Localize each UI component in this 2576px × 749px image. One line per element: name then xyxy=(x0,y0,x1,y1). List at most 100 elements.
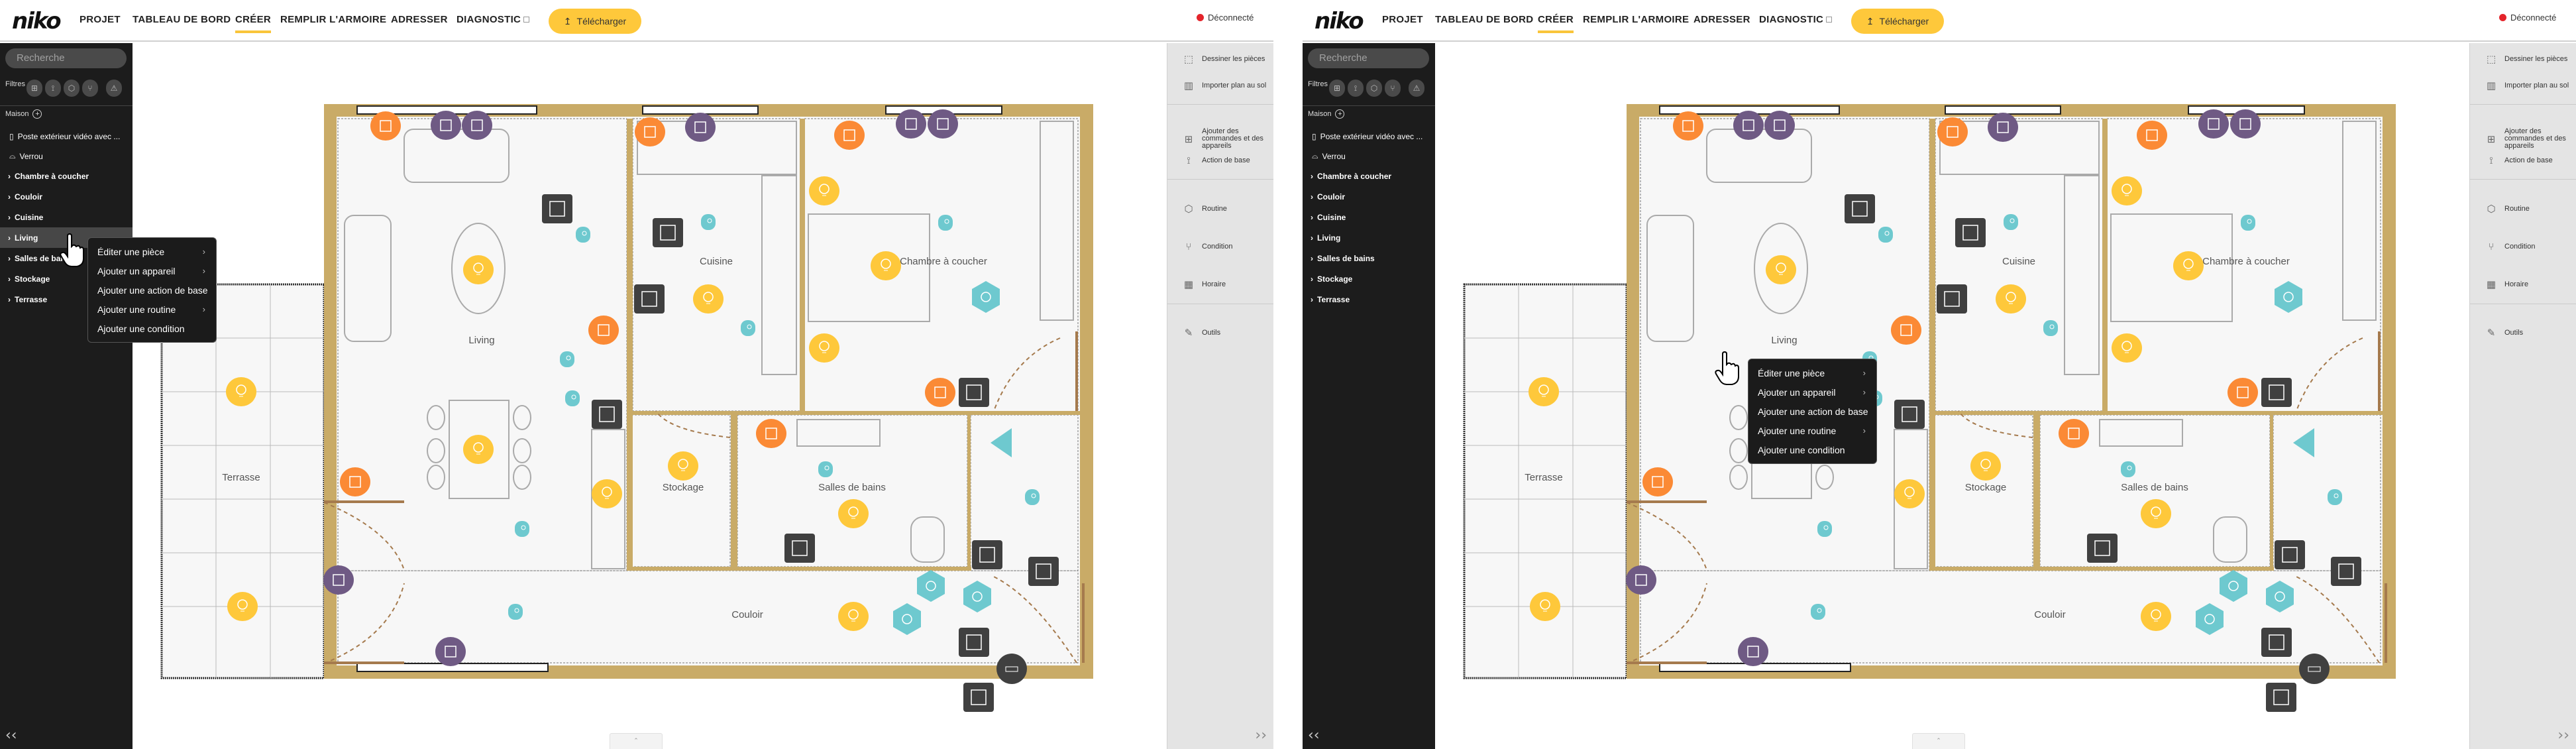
sidebar-room[interactable]: › Couloir xyxy=(1303,186,1435,207)
light-bulb[interactable] xyxy=(1970,451,2001,481)
light-bulb[interactable] xyxy=(2112,333,2142,363)
control-switch[interactable] xyxy=(1937,284,1967,314)
heating-device[interactable] xyxy=(340,467,370,496)
light-bulb[interactable] xyxy=(463,255,494,284)
add-room-icon[interactable]: + xyxy=(1335,109,1345,119)
light-bulb[interactable] xyxy=(2173,251,2204,280)
nav-créer[interactable]: CRÉER xyxy=(1538,14,1574,33)
heating-device[interactable] xyxy=(588,316,619,345)
sidebar-room[interactable]: › Chambre à coucher xyxy=(1303,166,1435,186)
heating-device[interactable] xyxy=(1642,467,1673,496)
warning-filter-button[interactable]: ⚠ xyxy=(1409,80,1424,97)
control-switch[interactable] xyxy=(2261,628,2292,657)
tool-calendar[interactable]: ▦ Horaire xyxy=(2470,278,2576,290)
light-bulb[interactable] xyxy=(1766,255,1796,284)
light-bulb[interactable] xyxy=(693,284,724,314)
routine-marker[interactable] xyxy=(2266,581,2294,612)
tool-tools[interactable]: ✎ Outils xyxy=(2470,327,2576,339)
sidebar-room[interactable]: › Salles de bains xyxy=(0,248,133,268)
collapse-sidebar-icon[interactable]: ‹‹ xyxy=(1308,727,1320,744)
sidebar-room[interactable]: › Chambre à coucher xyxy=(0,166,133,186)
condition-marker[interactable] xyxy=(991,428,1012,457)
context-menu-item[interactable]: Ajouter une routine › xyxy=(1748,421,1876,440)
sidebar-device[interactable]: ⌓ Verrou xyxy=(1303,146,1435,166)
add-control-filter-button[interactable]: ⊞ xyxy=(1329,80,1345,97)
sidebar-room[interactable]: › Salles de bains xyxy=(1303,248,1435,268)
light-bulb[interactable] xyxy=(838,499,869,528)
room-couloir[interactable] xyxy=(1640,570,2381,663)
control-switch[interactable] xyxy=(2087,534,2118,563)
shutter-device[interactable] xyxy=(1764,111,1795,140)
add-room-icon[interactable]: + xyxy=(32,109,42,119)
light-bulb[interactable] xyxy=(1996,284,2026,314)
light-bulb[interactable] xyxy=(463,435,494,464)
heating-device[interactable] xyxy=(834,121,865,150)
heating-device[interactable] xyxy=(925,378,955,407)
download-button[interactable]: ↥ Télécharger xyxy=(549,9,641,34)
tool-calendar[interactable]: ▦ Horaire xyxy=(1167,278,1273,290)
sidebar-room[interactable]: › Cuisine xyxy=(1303,207,1435,227)
nav-tableau-de-bord[interactable]: TABLEAU DE BORD xyxy=(1435,14,1533,25)
collapse-sidebar-icon[interactable]: ‹‹ xyxy=(5,727,17,744)
shutter-device[interactable] xyxy=(431,111,461,140)
shutter-device[interactable] xyxy=(435,637,466,666)
routine-marker[interactable] xyxy=(963,581,991,612)
light-bulb[interactable] xyxy=(2141,602,2171,631)
warning-filter-button[interactable]: ⚠ xyxy=(106,80,122,97)
bottom-drawer-toggle[interactable]: ⌃ xyxy=(1912,733,1965,749)
download-button[interactable]: ↥ Télécharger xyxy=(1851,9,1944,34)
routine-marker[interactable] xyxy=(2196,603,2224,635)
shutter-device[interactable] xyxy=(896,109,926,139)
routine-marker[interactable] xyxy=(917,570,945,602)
lock-device[interactable] xyxy=(2299,654,2330,684)
tool-routine[interactable]: ⬡ Routine xyxy=(2470,203,2576,215)
add-control-filter-button[interactable]: ⊞ xyxy=(27,80,42,97)
floorplan[interactable]: Living Cuisine Chambre à coucher Terrasse St… xyxy=(1303,0,2576,749)
sidebar-device[interactable]: ▯ Poste extérieur vidéo avec ... xyxy=(0,126,133,146)
light-bulb[interactable] xyxy=(871,251,901,280)
tool-basic-action[interactable]: ⟟ Action de base xyxy=(2470,154,2576,166)
basic-action-marker[interactable] xyxy=(701,214,716,230)
control-switch[interactable] xyxy=(2275,540,2305,569)
floorplan[interactable]: Living Cuisine Chambre à coucher Terrasse St… xyxy=(0,0,1273,749)
nav-diagnostic[interactable]: DIAGNOSTIC xyxy=(456,14,530,25)
light-bulb[interactable] xyxy=(809,333,839,363)
condition-filter-button[interactable]: ⑂ xyxy=(1385,80,1401,97)
shutter-device[interactable] xyxy=(1733,111,1764,140)
tool-condition[interactable]: ⑂ Condition xyxy=(2470,241,2576,253)
basic-action-marker[interactable] xyxy=(2121,461,2135,477)
routine-marker[interactable] xyxy=(2275,281,2302,313)
basic-action-marker[interactable] xyxy=(818,461,833,477)
light-bulb[interactable] xyxy=(1894,479,1925,508)
light-bulb[interactable] xyxy=(226,377,256,406)
expand-panel-icon[interactable]: ›› xyxy=(1255,727,1267,744)
bottom-drawer-toggle[interactable]: ⌃ xyxy=(610,733,663,749)
routine-filter-button[interactable]: ⬡ xyxy=(1366,80,1382,97)
tool-map[interactable]: ▥ Importer plan au sol xyxy=(2470,80,2576,91)
control-switch[interactable] xyxy=(959,378,989,407)
tool-routine[interactable]: ⬡ Routine xyxy=(1167,203,1273,215)
context-menu-item[interactable]: Ajouter une action de base xyxy=(1748,402,1876,421)
routine-marker[interactable] xyxy=(2220,570,2247,602)
tool-map[interactable]: ▥ Importer plan au sol xyxy=(1167,80,1273,91)
nav-projet[interactable]: PROJET xyxy=(1382,14,1423,25)
context-menu-item[interactable]: Ajouter une condition xyxy=(1748,440,1876,459)
basic-action-marker[interactable] xyxy=(1025,489,1040,505)
niko-logo[interactable]: niko xyxy=(1315,8,1364,34)
light-bulb[interactable] xyxy=(1529,377,1559,406)
control-switch[interactable] xyxy=(1845,194,1875,223)
control-switch[interactable] xyxy=(542,194,572,223)
tool-basic-action[interactable]: ⟟ Action de base xyxy=(1167,154,1273,166)
room-couloir[interactable] xyxy=(337,570,1079,663)
shutter-device[interactable] xyxy=(2198,109,2229,139)
context-menu-item[interactable]: Ajouter un appareil › xyxy=(1748,382,1876,402)
control-switch[interactable] xyxy=(2331,557,2361,586)
nav-diagnostic[interactable]: DIAGNOSTIC xyxy=(1759,14,1833,25)
basic-action-marker[interactable] xyxy=(515,521,529,537)
control-switch[interactable] xyxy=(1894,400,1925,429)
control-switch[interactable] xyxy=(1028,557,1059,586)
context-menu-item[interactable]: Ajouter une action de base xyxy=(88,280,216,300)
sidebar-room[interactable]: › Couloir xyxy=(0,186,133,207)
sidebar-room[interactable]: › Stockage xyxy=(0,268,133,289)
control-switch[interactable] xyxy=(959,628,989,657)
